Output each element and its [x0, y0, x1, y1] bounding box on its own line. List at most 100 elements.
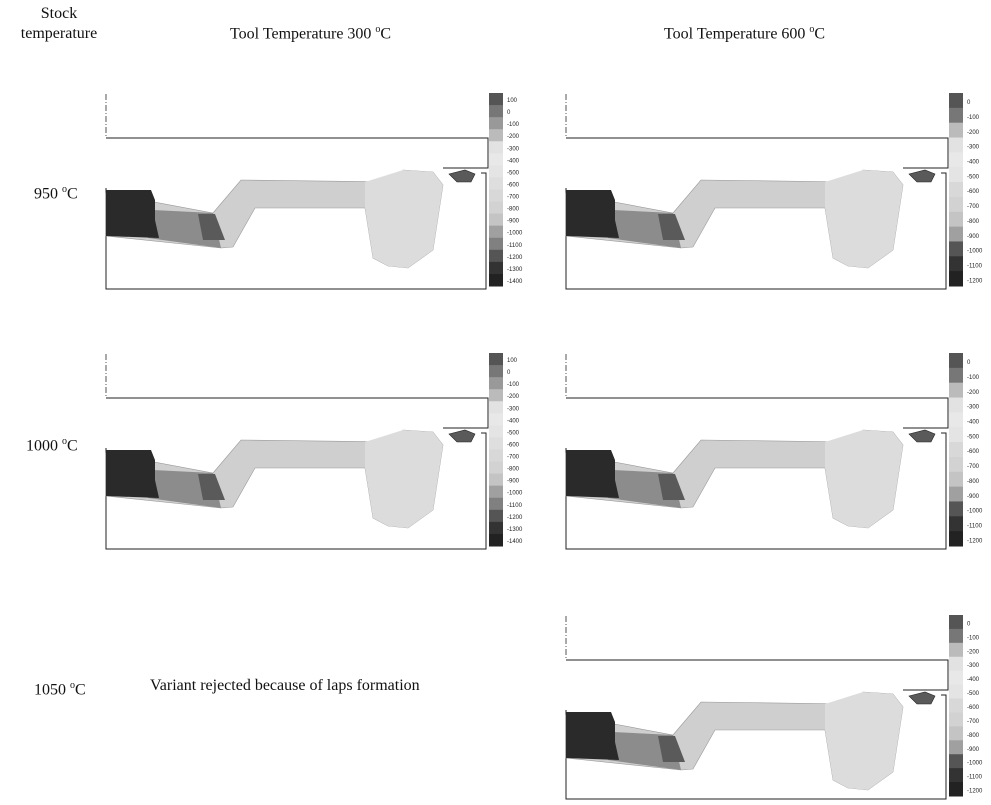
scale-segment — [489, 129, 503, 142]
flash-region — [908, 691, 936, 705]
scale-segment — [949, 531, 963, 547]
row-label-950-value: 950 — [34, 185, 58, 203]
scale-segment — [489, 425, 503, 438]
scale-tick-label: -1100 — [967, 263, 983, 269]
scale-segment — [949, 427, 963, 443]
scale-tick-label: -700 — [967, 464, 980, 470]
header-tool-300-label: Tool Temperature 300 — [230, 25, 372, 43]
gradient-zone-mid-dark — [658, 474, 685, 500]
scale-tick-label: -600 — [967, 189, 980, 195]
scale-tick-label: -300 — [507, 406, 520, 412]
scale-segment — [489, 93, 503, 106]
scale-tick-label: -300 — [967, 145, 980, 151]
scale-tick-label: -100 — [967, 375, 980, 381]
scale-segment — [489, 273, 503, 287]
flash-region — [908, 169, 936, 183]
scale-segment — [949, 642, 963, 658]
scale-segment — [949, 698, 963, 713]
scale-tick-label: -1200 — [967, 538, 983, 544]
lower-die-outline — [565, 432, 947, 550]
scale-tick-label: -900 — [967, 234, 980, 240]
scale-segment — [949, 397, 963, 413]
panel-1000-600: 0 -100 -200 -300 -400 -500 -600 -700 -800 -900 -10… — [563, 350, 983, 555]
scale-segment — [489, 413, 503, 426]
scale-tick-label: 0 — [507, 110, 511, 116]
scale-segment — [489, 365, 503, 378]
scale-tick-label: -1200 — [507, 515, 523, 521]
scale-segment — [489, 509, 503, 523]
scale-tick-label: -1000 — [507, 231, 523, 237]
scale-segment — [489, 249, 503, 263]
scale-tick-label: -800 — [967, 479, 980, 485]
scale-segment — [949, 367, 963, 384]
scale-segment — [489, 473, 503, 487]
scale-tick-label: -500 — [507, 170, 520, 176]
row-label-1000: 1000 oC — [26, 432, 78, 456]
header-stock-temperature: Stock temperature — [20, 5, 98, 42]
scale-tick-label: -100 — [507, 382, 520, 388]
forging-flange-region — [825, 430, 903, 528]
scale-segment — [489, 497, 503, 511]
upper-die-outline — [566, 659, 949, 691]
scale-tick-label: -400 — [507, 158, 520, 164]
scale-segment — [489, 177, 503, 190]
upper-die-outline — [106, 397, 489, 429]
scale-tick-label: -1100 — [507, 243, 523, 249]
scale-segment — [949, 456, 963, 473]
scale-segment — [949, 712, 963, 727]
scale-tick-label: -900 — [507, 219, 520, 225]
gradient-zone-mid-dark — [198, 214, 225, 240]
stock-cold-zone — [106, 190, 159, 238]
scale-tick-label: -500 — [967, 174, 980, 180]
contour-plot-950-300: 100 0 -100 -200 -300 -400 -500 -600 -700 -800 -900… — [105, 93, 523, 290]
scale-tick-label: -1000 — [507, 491, 523, 497]
scale-segment — [949, 684, 963, 700]
scale-tick-label: -1000 — [967, 761, 983, 767]
scale-segment — [949, 412, 963, 428]
panel-1000-300: 100 0 -100 -200 -300 -400 -500 -600 -700 -800 -900… — [103, 350, 523, 555]
scale-tick-label: -300 — [967, 663, 980, 669]
degree-mark: o — [809, 24, 815, 35]
scale-segment — [949, 211, 963, 228]
scale-segment — [949, 107, 963, 124]
scale-segment — [949, 782, 963, 797]
stock-cold-zone — [106, 450, 159, 498]
rejected-variant-note: Variant rejected because of laps formati… — [150, 677, 420, 694]
scale-tick-label: -800 — [967, 733, 980, 739]
degree-mark: o — [375, 24, 381, 35]
stock-cold-zone — [566, 712, 619, 760]
forging-flange-region — [365, 170, 443, 268]
scale-tick-label: -1200 — [507, 255, 523, 261]
scale-tick-label: -1200 — [967, 278, 983, 284]
scale-segment — [489, 141, 503, 154]
unit-c: C — [67, 185, 78, 203]
scale-segment — [489, 437, 503, 450]
scale-segment — [949, 726, 963, 741]
scale-tick-label: -1200 — [967, 789, 983, 795]
scale-segment — [949, 353, 963, 369]
degree-mark: o — [62, 436, 67, 447]
forging-flange-region — [365, 430, 443, 528]
lower-die-outline — [105, 432, 487, 550]
scale-tick-label: -300 — [507, 146, 520, 152]
row-label-1000-value: 1000 — [26, 437, 58, 455]
scale-segment — [489, 105, 503, 118]
scale-segment — [489, 401, 503, 414]
scale-tick-label: -1400 — [507, 279, 523, 285]
row-label-1050-value: 1050 — [34, 681, 66, 699]
scale-tick-label: -1300 — [507, 527, 523, 533]
scale-segment — [949, 615, 963, 630]
scale-segment — [949, 740, 963, 755]
scale-segment — [949, 93, 963, 109]
scale-segment — [489, 153, 503, 166]
panel-950-300: 100 0 -100 -200 -300 -400 -500 -600 -700 -800 -900… — [103, 90, 523, 295]
scale-tick-label: -1000 — [967, 509, 983, 515]
lower-die-outline — [105, 172, 487, 290]
unit-c: C — [814, 25, 826, 43]
scale-tick-label: 100 — [507, 358, 518, 364]
scale-tick-label: -600 — [507, 442, 520, 448]
scale-segment — [949, 226, 963, 242]
scale-tick-label: -1100 — [967, 775, 983, 781]
scale-segment — [949, 516, 963, 532]
unit-c: C — [75, 681, 86, 699]
